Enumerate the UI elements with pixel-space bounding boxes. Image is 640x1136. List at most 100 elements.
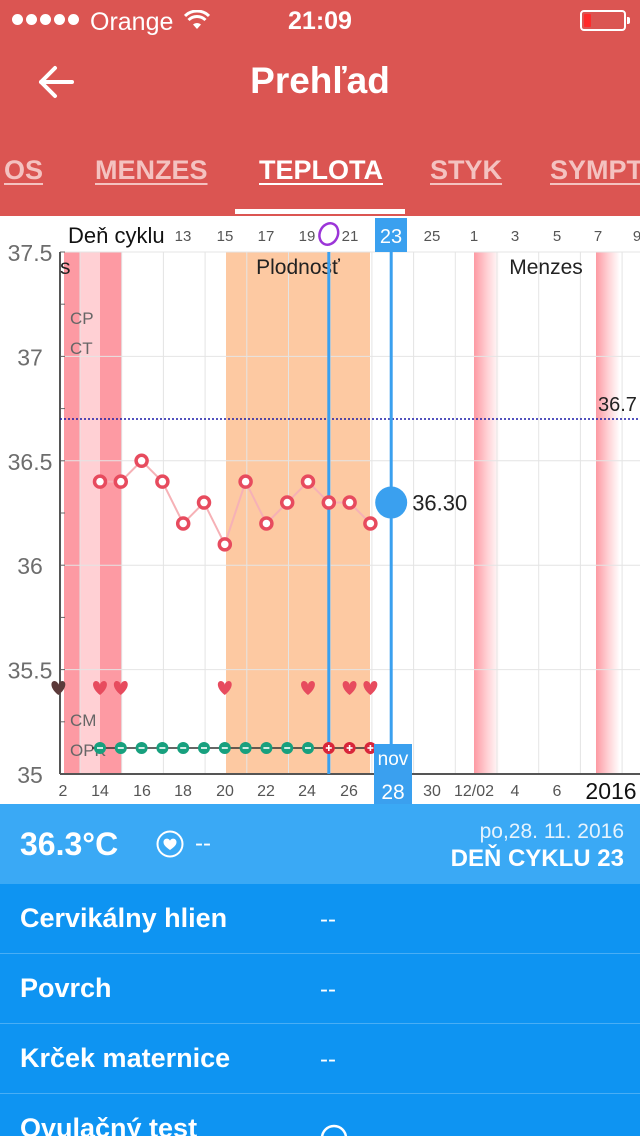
temperature-point (363, 516, 378, 531)
cycle-day-tick-label: 7 (594, 228, 602, 245)
detail-row-surface[interactable]: Povrch -- (0, 954, 640, 1024)
region-label-menses: s (60, 256, 71, 279)
date-tick-label: 4 (511, 783, 520, 800)
menses-band (100, 252, 122, 774)
wifi-icon (184, 10, 210, 29)
detail-row-cervix[interactable]: Krček maternice -- (0, 1024, 640, 1094)
selected-date-highlight (374, 744, 412, 804)
temperature-point (217, 537, 233, 552)
temperature-point (259, 516, 274, 531)
tab-styk[interactable]: STYK (430, 155, 503, 185)
y-tick-label: 37.5 (8, 240, 53, 266)
minus-circle-icon (320, 1124, 348, 1136)
temperature-chart[interactable]: 37.5 37 36.5 36 35.5 35 36.7 s Plodnosť Menzes CP C… (0, 216, 640, 804)
status-time: 21:09 (288, 7, 352, 35)
heart-icon (93, 681, 107, 695)
cycle-day-tick-label: 19 (299, 228, 316, 245)
summary-date: po,28. 11. 2016 (479, 820, 624, 843)
y-tick-label: 36.5 (8, 449, 53, 475)
heart-icon (301, 681, 315, 695)
cycle-day-tick-label: 3 (511, 228, 519, 245)
temperature-point (113, 474, 129, 489)
y-tick-label: 35 (17, 762, 43, 788)
heart-badge-icon[interactable] (156, 830, 184, 858)
tab-menzes[interactable]: MENZES (95, 155, 208, 185)
cycle-day-tick-label: 5 (553, 228, 561, 245)
region-label-fertile: Plodnosť (256, 256, 341, 279)
date-tick-label: 14 (91, 783, 109, 800)
date-tick-label: 6 (553, 783, 562, 800)
temperature-point (175, 516, 191, 531)
y-tick-label: 35.5 (8, 658, 53, 684)
carrier-name: Orange (90, 8, 174, 36)
tab-bar: OS MENZES TEPLOTA STYK SYMPT (0, 150, 640, 216)
temperature-point (238, 474, 253, 489)
temperature-point (321, 495, 337, 510)
temperature-point (196, 495, 212, 510)
cycle-day-tick-label: 13 (175, 228, 192, 245)
cycle-day-tick-label: 21 (342, 228, 359, 245)
summary-temperature: 36.3°C (20, 826, 119, 862)
status-bar: Orange 21:09 (0, 0, 640, 40)
heart-icon (342, 681, 357, 695)
detail-row-ovulation-test[interactable]: Ovulačný test (0, 1094, 640, 1136)
battery-icon (580, 10, 630, 31)
day-summary[interactable]: 36.3°C -- po,28. 11. 2016 DEŇ CYKLU 23 (0, 804, 640, 884)
tab-os[interactable]: OS (4, 155, 44, 185)
page-title: Prehľad (250, 60, 390, 101)
cycle-day-tick-label: 15 (217, 228, 234, 245)
detail-value: -- (320, 906, 336, 933)
app-header: Orange 21:09 Prehľad OS MENZES TEPLOTA S… (0, 0, 640, 216)
row-label: CT (70, 339, 93, 358)
year-label: 2016 (585, 778, 636, 804)
menses-band (596, 252, 620, 774)
tab-teplota[interactable]: TEPLOTA (259, 155, 383, 185)
selected-cycle-day-highlight (375, 218, 407, 252)
detail-label: Cervikálny hlien (20, 903, 228, 933)
detail-label: Krček maternice (20, 1043, 231, 1073)
detail-value: -- (320, 976, 336, 1003)
heart-icon (113, 681, 128, 695)
region-label-menses: Menzes (509, 256, 583, 279)
detail-label: Povrch (20, 973, 112, 1003)
temperature-point (342, 495, 357, 510)
cycle-day-tick-label: 17 (258, 228, 275, 245)
temperature-point (155, 474, 170, 489)
heart-icon (217, 681, 232, 695)
heart-icon (363, 681, 378, 695)
date-tick-label: 24 (298, 783, 316, 800)
date-tick-label: 18 (174, 783, 192, 800)
date-tick-label: 30 (423, 783, 441, 800)
cycle-day-tick-label: 23 (380, 226, 402, 248)
active-tab-indicator (235, 209, 405, 214)
arrow-left-icon[interactable] (30, 60, 82, 108)
menses-band (64, 252, 80, 774)
detail-label: Ovulačný test (20, 1113, 198, 1136)
cycle-day-tick-label: 25 (424, 228, 441, 245)
date-tick-label: 22 (257, 783, 275, 800)
summary-mood-value: -- (195, 830, 211, 857)
date-tick-label: 26 (340, 783, 358, 800)
temperature-point (279, 495, 295, 510)
date-tick-label: 20 (216, 783, 234, 800)
date-tick-label: 28 (381, 781, 404, 804)
summary-cycle-day: DEŇ CYKLU 23 (450, 845, 624, 872)
cycle-day-axis-title: Deň cyklu (68, 223, 165, 248)
selected-temperature-point (375, 486, 408, 519)
cycle-day-tick-label: 1 (470, 228, 478, 245)
coverline-label: 36.7 (598, 394, 637, 416)
day-details-list: Cervikálny hlien -- Povrch -- Krček mate… (0, 884, 640, 1136)
temperature-point (92, 474, 108, 489)
tab-symptoms[interactable]: SYMPT (550, 155, 640, 185)
cycle-day-tick-label: 9 (633, 228, 640, 245)
temperature-point (300, 474, 316, 489)
battery-level (584, 14, 591, 27)
date-tick-label: 2 (59, 783, 68, 800)
date-tick-label: 16 (133, 783, 151, 800)
detail-row-cervical-mucus[interactable]: Cervikálny hlien -- (0, 884, 640, 954)
menses-band (80, 252, 100, 774)
row-label: CP (70, 309, 94, 328)
fertile-window-band (226, 252, 370, 774)
selected-month-label: nov (378, 749, 409, 770)
